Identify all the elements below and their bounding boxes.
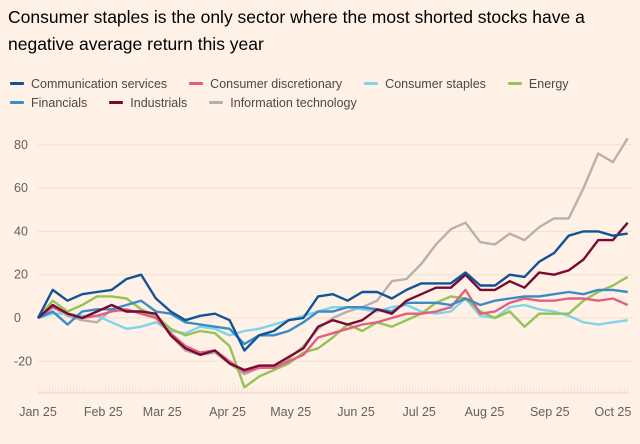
legend-label: Communication services <box>31 76 168 91</box>
y-tick-label: 80 <box>14 138 28 152</box>
y-tick-label: 20 <box>14 268 28 282</box>
legend-item: Energy <box>507 76 569 91</box>
legend-label: Financials <box>31 95 88 110</box>
x-tick-label: Mar 25 <box>143 405 182 419</box>
x-tick-label: Aug 25 <box>465 405 505 419</box>
y-tick-label: 60 <box>14 181 28 195</box>
legend-item: Industrials <box>109 96 187 110</box>
x-tick-label: Oct 25 <box>595 405 632 419</box>
series-line-communication-services <box>36 230 628 352</box>
series-lines <box>36 137 629 389</box>
series-line-energy <box>37 275 629 389</box>
series-line-industrials <box>37 221 629 372</box>
legend-item: Consumer discretionary <box>189 77 342 91</box>
y-tick-label: -20 <box>14 354 32 368</box>
legend-swatch <box>109 101 124 104</box>
x-tick-label: Jul 25 <box>403 405 436 419</box>
legend-swatch <box>10 101 24 104</box>
legend-swatch <box>189 82 204 85</box>
legend-swatch <box>364 82 379 85</box>
legend-label: Consumer discretionary <box>210 76 343 91</box>
legend-label: Industrials <box>130 95 188 110</box>
legend-swatch <box>209 101 224 104</box>
x-tick-label: Apr 25 <box>209 405 246 419</box>
series-line-financials <box>37 288 628 346</box>
legend-item: Financials <box>10 96 87 110</box>
series-line-consumer-discretionary <box>37 288 629 374</box>
x-tick-label: Sep 25 <box>530 405 570 419</box>
legend-label: Information technology <box>230 95 357 110</box>
x-tick-label: Feb 25 <box>84 405 123 419</box>
x-tick-label: Jan 25 <box>19 405 57 419</box>
legend-label: Energy <box>528 76 569 91</box>
legend: Communication services Consumer discretio… <box>10 74 635 112</box>
legend-swatch <box>507 82 522 85</box>
x-tick-label: Jun 25 <box>337 405 375 419</box>
y-axis: -20 0 20 40 60 80 <box>14 138 32 368</box>
y-tick-label: 0 <box>14 311 21 325</box>
series-line-consumer-staples <box>37 297 628 337</box>
x-axis: Jan 25 Feb 25 Mar 25 Apr 25 May 25 Jun 25 Jul … <box>19 387 631 419</box>
legend-row: Financials Industrials Information technol… <box>10 93 635 112</box>
legend-item: Consumer staples <box>364 77 486 91</box>
chart-title: Consumer staples is the only sector wher… <box>8 7 585 54</box>
legend-item: Communication services <box>10 77 167 91</box>
legend-row: Communication services Consumer discretio… <box>10 74 635 93</box>
y-tick-label: 40 <box>14 224 28 238</box>
legend-label: Consumer staples <box>385 76 486 91</box>
x-tick-label: May 25 <box>270 405 311 419</box>
legend-item: Information technology <box>209 95 357 110</box>
legend-swatch <box>10 82 24 85</box>
